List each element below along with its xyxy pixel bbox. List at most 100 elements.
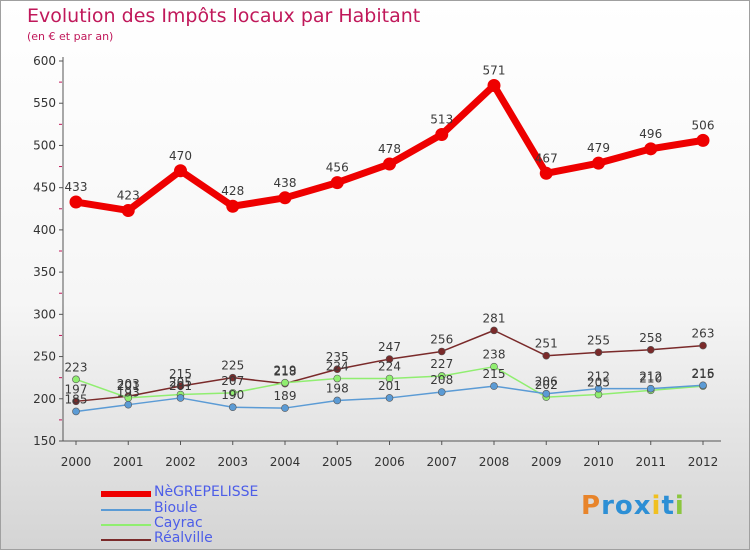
y-tick-label: 250 xyxy=(33,350,56,364)
legend-label: NèGREPELISSE xyxy=(154,484,259,500)
y-tick-label: 550 xyxy=(33,96,56,110)
x-tick-label: 2011 xyxy=(635,455,666,469)
axes: 150 200 250 300 350 400 450 500 550 600 2000 2001 20… xyxy=(33,54,721,469)
data-point xyxy=(385,355,394,363)
x-tick-label: 2008 xyxy=(479,455,510,469)
y-tick-label: 600 xyxy=(33,54,56,68)
data-point xyxy=(228,373,237,382)
x-tick-label: 2006 xyxy=(374,455,405,469)
data-label: 433 xyxy=(65,180,88,194)
data-point xyxy=(696,133,710,147)
data-label: 223 xyxy=(65,360,88,374)
data-label: 238 xyxy=(483,348,506,362)
data-label: 258 xyxy=(639,331,662,345)
chart-subtitle: (en € et par an) xyxy=(27,30,114,43)
data-label: 219 xyxy=(274,364,297,378)
x-tick-label: 2001 xyxy=(113,455,144,469)
data-label: 571 xyxy=(483,63,506,77)
data-label: 467 xyxy=(535,151,558,165)
proxiti-logo: Proxiti xyxy=(581,491,685,521)
data-point xyxy=(435,127,449,141)
data-label: 227 xyxy=(430,357,453,371)
data-label: 470 xyxy=(169,149,192,163)
data-labels: 197 203 215 225 218 235 247 256 281 251 255 258 263 2… xyxy=(65,63,715,406)
data-point xyxy=(69,195,83,209)
data-label: 478 xyxy=(378,142,401,156)
data-label: 185 xyxy=(65,392,88,406)
data-label: 256 xyxy=(430,332,453,346)
data-point xyxy=(228,389,237,397)
data-label: 216 xyxy=(692,366,715,380)
logo-letter: i xyxy=(674,491,685,521)
legend-swatch-bioule xyxy=(101,509,151,511)
data-label: 281 xyxy=(483,311,506,325)
data-point xyxy=(594,384,603,393)
data-point xyxy=(487,78,501,92)
data-label: 215 xyxy=(169,367,192,381)
data-label: 201 xyxy=(169,379,192,393)
data-label: 198 xyxy=(326,381,349,395)
data-point xyxy=(646,384,655,393)
data-label: 496 xyxy=(639,127,662,141)
data-label: 203 xyxy=(117,377,140,391)
logo-letter: t xyxy=(661,491,675,521)
data-label: 247 xyxy=(378,340,401,354)
legend-swatch-cayrac xyxy=(101,524,151,526)
chart-title: Evolution des Impôts locaux par Habitant xyxy=(27,5,421,27)
data-point xyxy=(385,374,394,383)
data-point xyxy=(333,396,342,405)
x-tick-label: 2009 xyxy=(531,455,562,469)
y-tick-label: 400 xyxy=(33,223,56,237)
legend-label: Cayrac xyxy=(154,515,203,531)
data-point xyxy=(699,381,707,390)
data-point xyxy=(124,400,133,409)
data-label: 205 xyxy=(587,376,610,390)
x-tick-label: 2003 xyxy=(217,455,248,469)
data-point xyxy=(542,351,551,360)
y-tick-label: 300 xyxy=(33,307,56,321)
data-point xyxy=(72,397,80,406)
x-tick-label: 2004 xyxy=(270,455,301,469)
data-label: 201 xyxy=(378,379,401,393)
data-point xyxy=(226,199,240,213)
data-point xyxy=(490,382,498,390)
data-point xyxy=(176,394,185,402)
data-point xyxy=(121,203,135,217)
data-label: 201 xyxy=(117,379,140,393)
legend-swatch-negrepelisse xyxy=(101,491,151,497)
data-point xyxy=(646,345,655,354)
legend-label: Bioule xyxy=(154,500,198,516)
data-point xyxy=(383,157,396,171)
data-label: 506 xyxy=(692,118,715,132)
data-label: 251 xyxy=(535,337,558,351)
y-tick-label: 150 xyxy=(33,434,56,448)
logo-letter: P xyxy=(581,491,602,521)
data-point xyxy=(281,378,289,387)
data-label: 423 xyxy=(117,188,140,202)
logo-letter: r xyxy=(601,491,615,521)
data-point xyxy=(699,341,707,350)
data-point xyxy=(278,191,292,205)
data-point xyxy=(490,326,498,335)
data-point xyxy=(539,166,553,180)
x-tick-label: 2000 xyxy=(61,455,92,469)
data-label: 438 xyxy=(274,176,297,190)
data-point xyxy=(174,164,187,178)
data-point xyxy=(333,374,342,383)
data-point xyxy=(176,382,185,390)
data-point xyxy=(437,347,446,356)
data-label: 210 xyxy=(639,371,662,385)
data-label: 218 xyxy=(274,365,297,379)
data-point xyxy=(437,388,446,396)
data-label: 193 xyxy=(117,386,140,400)
data-point xyxy=(542,389,551,398)
data-point xyxy=(437,372,446,380)
data-point xyxy=(72,407,80,416)
data-label: 235 xyxy=(326,350,349,364)
data-label: 255 xyxy=(587,333,610,347)
data-label: 205 xyxy=(169,376,192,390)
x-tick-label: 2002 xyxy=(165,455,196,469)
data-point xyxy=(385,394,394,402)
data-label: 225 xyxy=(221,359,244,373)
